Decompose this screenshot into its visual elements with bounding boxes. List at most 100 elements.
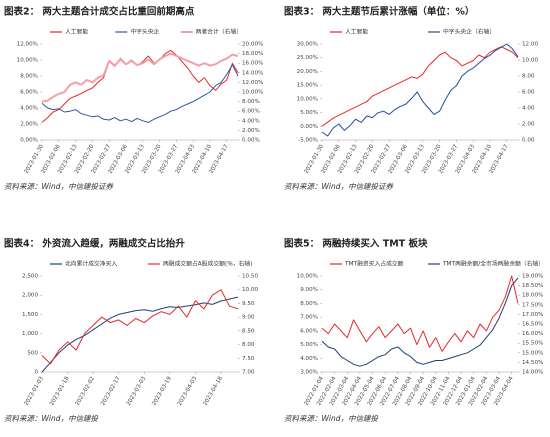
legend-label: 中字头央企（右轴）	[443, 28, 495, 36]
series-line	[41, 296, 239, 373]
y2-tick-label: 16.00%	[522, 331, 543, 337]
chart-source: 资料来源：Wind，中信建投证券	[4, 182, 114, 191]
y2-tick-label: 15.00%	[522, 350, 543, 356]
y2-tick-label: 4.00%	[242, 118, 260, 124]
y2-tick-label: 8.00%	[242, 99, 260, 105]
legend-label: 两融成交额占A股成交额(%，右轴)	[163, 260, 252, 268]
y-tick-label: 0.00%	[300, 124, 318, 130]
y2-tick-label: 16.50%	[522, 322, 543, 328]
y-tick-label: 3.00%	[300, 370, 318, 376]
chart-source: 资料来源：Wind，中信建投	[284, 414, 380, 423]
y2-tick-label: 12.00	[522, 42, 538, 48]
y2-tick-label: 2.00%	[242, 128, 260, 134]
series-line	[321, 46, 519, 127]
y2-tick-label: 14.00%	[242, 70, 263, 76]
chart-title: 图表2： 两大主题合计成交占比重回前期高点	[4, 6, 195, 18]
y2-tick-label: 6.00%	[242, 109, 260, 115]
y2-tick-label: 10.00%	[242, 90, 263, 96]
y-tick-label: 5.00%	[300, 110, 318, 116]
x-tick-label: 2023-03-19	[151, 375, 173, 407]
y2-tick-label: 17.00%	[522, 312, 543, 318]
x-tick-label: 2023-04-18	[203, 375, 225, 407]
y2-tick-label: 2.00	[522, 122, 535, 128]
y2-tick-label: 18.00%	[242, 51, 263, 57]
y-tick-label: 30.00%	[297, 42, 318, 48]
y2-tick-label: 6.00	[522, 90, 535, 96]
series-line	[321, 277, 519, 367]
series-line	[321, 275, 519, 352]
legend-label: 北向累计成交净买入	[65, 260, 117, 268]
y2-tick-label: 7.00	[242, 370, 255, 376]
y-tick-label: 2,500	[22, 274, 38, 280]
series-line	[41, 49, 239, 123]
y2-tick-label: 8.00	[242, 342, 255, 348]
y2-tick-label: 10.50	[242, 274, 258, 280]
chart-source: 资料来源：Wind，中信建投证券	[284, 182, 394, 191]
y-tick-label: 10.00%	[17, 58, 38, 64]
y-tick-label: 1,500	[22, 312, 38, 318]
chart-title: 图表4： 外资流入趋缓，两融成交占比抬升	[4, 238, 185, 250]
y2-tick-label: 18.00%	[522, 293, 543, 299]
y-tick-label: 25.00%	[297, 55, 318, 61]
x-tick-label: 2023-01-18	[49, 375, 71, 407]
y2-tick-label: 4.00	[522, 106, 535, 112]
series-line	[41, 64, 239, 123]
x-tick-label: 2023-04-03	[177, 375, 199, 407]
legend-label: 中字头央企	[130, 28, 159, 36]
y2-tick-label: 16.00%	[242, 61, 263, 67]
legend-label: 两者合计（右轴）	[196, 28, 242, 36]
y2-tick-label: 17.50%	[522, 302, 543, 308]
chart-panel: 图表3： 两大主题节后累计涨幅（单位：%） 资料来源：Wind，中信建投证券 -5.…	[284, 6, 538, 192]
y-tick-label: 6.00%	[300, 328, 318, 334]
y2-tick-label: 10.00	[522, 58, 538, 64]
legend-label: TMT两融余额/全市场两融余额（右轴）	[442, 260, 544, 268]
y2-tick-label: 9.00	[242, 315, 255, 321]
y-tick-label: -5.00%	[298, 138, 318, 144]
y2-tick-label: 9.50	[242, 301, 255, 307]
chart-source: 资料来源：Wind，中信建投	[4, 414, 100, 423]
y2-tick-label: 19.00%	[522, 274, 543, 280]
y2-tick-label: 10.00	[242, 287, 258, 293]
y-tick-label: 8.00%	[300, 301, 318, 307]
y-tick-label: 20.00%	[297, 69, 318, 75]
y2-tick-label: 12.00%	[242, 80, 263, 86]
y2-tick-label: 8.00	[522, 74, 535, 80]
x-tick-label: 2023-01-03	[24, 375, 46, 407]
y-tick-label: 8.00%	[20, 74, 38, 80]
y-tick-label: 4.00%	[300, 356, 318, 362]
y-tick-label: 5.00%	[300, 342, 318, 348]
y2-tick-label: 7.50	[242, 356, 255, 362]
y-tick-label: 2,000	[22, 293, 38, 299]
y-tick-label: 15.00%	[297, 83, 318, 89]
y2-tick-label: 15.50%	[522, 341, 543, 347]
y2-tick-label: 14.00%	[522, 370, 543, 376]
y-tick-label: 12.00%	[17, 42, 38, 48]
series-line	[321, 43, 519, 137]
y-tick-label: 4.00%	[20, 106, 38, 112]
legend-label: 人工智能	[65, 28, 88, 36]
x-tick-label: 2023-02-17	[100, 375, 122, 407]
y2-tick-label: 0.00%	[242, 138, 260, 144]
y-tick-label: 2.00%	[20, 122, 38, 128]
series-line	[41, 289, 239, 365]
y2-tick-label: 18.50%	[522, 283, 543, 289]
y-tick-label: 1,000	[22, 331, 38, 337]
y-tick-label: 6.00%	[20, 90, 38, 96]
chart-title: 图表5： 两融持续买入 TMT 板块	[284, 238, 428, 250]
y-tick-label: 500	[27, 350, 38, 356]
series-line	[41, 52, 239, 103]
chart-title: 图表3： 两大主题节后累计涨幅（单位：%）	[284, 6, 474, 18]
y2-tick-label: 14.50%	[522, 360, 543, 366]
y-tick-label: 10.00%	[297, 96, 318, 102]
legend-label: 人工智能	[345, 28, 368, 36]
y2-tick-label: 20.00%	[242, 42, 263, 48]
y-tick-label: 0	[34, 370, 38, 376]
y-tick-label: 9.00%	[300, 287, 318, 293]
legend-label: TMT融资买入占成交额	[344, 260, 404, 268]
y2-tick-label: 0.00	[522, 138, 535, 144]
y-tick-label: 0.00%	[20, 138, 38, 144]
